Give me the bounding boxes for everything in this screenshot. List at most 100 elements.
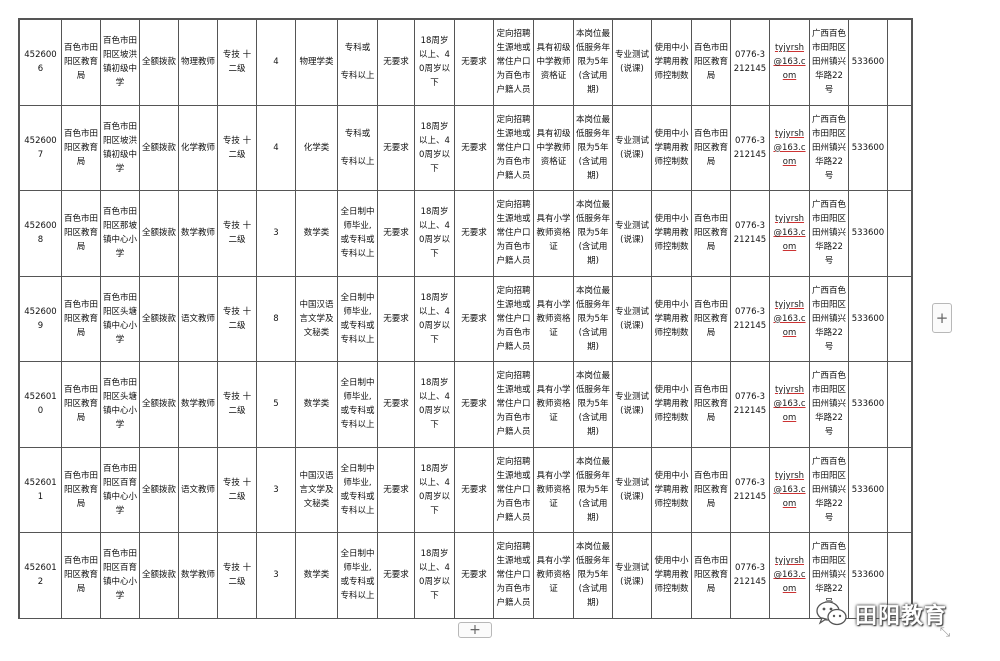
table-cell[interactable]: 中国汉语言文学及文秘类 — [295, 275, 338, 362]
table-cell[interactable]: 4526012 — [19, 532, 62, 619]
table-cell[interactable]: 0776-3212145 — [730, 361, 770, 448]
table-cell[interactable]: 无要求 — [454, 361, 494, 448]
table-cell[interactable]: 18周岁以上、40周岁以下 — [414, 532, 455, 619]
empty-cell[interactable] — [887, 190, 912, 277]
table-cell[interactable]: tyjyrsh@163.com — [769, 446, 810, 533]
table-cell[interactable]: 专业测试(说课) — [612, 104, 652, 191]
table-cell[interactable]: 具有小学教师资格证 — [533, 446, 574, 533]
table-cell[interactable]: 全额拨款 — [139, 361, 179, 448]
table-cell[interactable]: 具有小学教师资格证 — [533, 361, 574, 448]
table-cell[interactable]: 4526007 — [19, 104, 62, 191]
table-cell[interactable]: 专技 十二级 — [217, 446, 257, 533]
table-cell[interactable]: 数学类 — [295, 190, 338, 277]
table-cell[interactable]: 无要求 — [454, 190, 494, 277]
table-cell[interactable]: 专科或 专科以上 — [337, 104, 378, 191]
table-cell[interactable]: 定向招聘生源地或常住户口为百色市户籍人员 — [493, 104, 534, 191]
table-cell[interactable]: 专业测试(说课) — [612, 446, 652, 533]
table-cell[interactable]: 4 — [256, 104, 296, 191]
table-cell[interactable]: 语文教师 — [178, 275, 218, 362]
table-cell[interactable]: 无要求 — [454, 104, 494, 191]
table-cell[interactable]: 本岗位最低服务年限为5年(含试用期) — [573, 104, 613, 191]
add-column-button[interactable]: + — [932, 303, 952, 333]
table-cell[interactable]: 数学类 — [295, 532, 338, 619]
table-cell[interactable]: 物理教师 — [178, 19, 218, 106]
table-cell[interactable]: 全额拨款 — [139, 104, 179, 191]
table-cell[interactable]: 无要求 — [377, 19, 415, 106]
table-resize-handle[interactable]: ⤡ — [939, 624, 951, 640]
table-cell[interactable]: 专技 十二级 — [217, 361, 257, 448]
table-cell[interactable]: 0776-3212145 — [730, 190, 770, 277]
table-cell[interactable]: 533600 — [848, 532, 888, 619]
table-cell[interactable]: 数学教师 — [178, 361, 218, 448]
table-cell[interactable]: 广西百色市田阳区田州镇兴华路22号 — [809, 19, 849, 106]
table-cell[interactable]: 语文教师 — [178, 446, 218, 533]
table-cell[interactable]: 专技 十二级 — [217, 190, 257, 277]
table-cell[interactable]: tyjyrsh@163.com — [769, 190, 810, 277]
table-cell[interactable]: 本岗位最低服务年限为5年(含试用期) — [573, 19, 613, 106]
table-cell[interactable]: 使用中小学聘用教师控制数 — [651, 19, 692, 106]
table-cell[interactable]: 百色市田阳区教育局 — [61, 275, 101, 362]
table-cell[interactable]: 百色市田阳区教育局 — [691, 19, 731, 106]
table-cell[interactable]: 具有小学教师资格证 — [533, 190, 574, 277]
table-cell[interactable]: 18周岁以上、40周岁以下 — [414, 104, 455, 191]
table-cell[interactable]: 专科或 专科以上 — [337, 19, 378, 106]
table-cell[interactable]: 广西百色市田阳区田州镇兴华路22号 — [809, 361, 849, 448]
table-cell[interactable]: 全额拨款 — [139, 190, 179, 277]
table-cell[interactable]: 全额拨款 — [139, 275, 179, 362]
table-cell[interactable]: 具有小学教师资格证 — [533, 275, 574, 362]
table-cell[interactable]: 化学类 — [295, 104, 338, 191]
table-cell[interactable]: 百色市田阳区坡洪镇初级中学 — [100, 104, 140, 191]
empty-cell[interactable] — [887, 532, 912, 619]
table-cell[interactable]: 专技 十二级 — [217, 19, 257, 106]
table-cell[interactable]: 无要求 — [454, 275, 494, 362]
table-cell[interactable]: 全额拨款 — [139, 446, 179, 533]
table-cell[interactable]: 数学教师 — [178, 190, 218, 277]
table-cell[interactable]: 无要求 — [377, 361, 415, 448]
table-cell[interactable]: 使用中小学聘用教师控制数 — [651, 446, 692, 533]
table-cell[interactable]: 0776-3212145 — [730, 446, 770, 533]
table-cell[interactable]: 百色市田阳区百育镇中心小学 — [100, 446, 140, 533]
table-cell[interactable]: 百色市田阳区教育局 — [691, 532, 731, 619]
table-cell[interactable]: 专技 十二级 — [217, 104, 257, 191]
table-cell[interactable]: 5 — [256, 361, 296, 448]
empty-cell[interactable] — [887, 275, 912, 362]
table-cell[interactable]: 百色市田阳区教育局 — [61, 104, 101, 191]
table-cell[interactable]: 0776-3212145 — [730, 275, 770, 362]
table-cell[interactable]: 百色市田阳区教育局 — [61, 361, 101, 448]
table-cell[interactable]: 专业测试(说课) — [612, 190, 652, 277]
table-cell[interactable]: tyjyrsh@163.com — [769, 104, 810, 191]
table-cell[interactable]: 0776-3212145 — [730, 104, 770, 191]
table-cell[interactable]: 18周岁以上、40周岁以下 — [414, 19, 455, 106]
table-cell[interactable]: 使用中小学聘用教师控制数 — [651, 190, 692, 277]
table-cell[interactable]: 无要求 — [454, 532, 494, 619]
table-cell[interactable]: 物理学类 — [295, 19, 338, 106]
table-cell[interactable]: 533600 — [848, 275, 888, 362]
empty-cell[interactable] — [887, 104, 912, 191]
table-cell[interactable]: 无要求 — [377, 104, 415, 191]
table-cell[interactable]: tyjyrsh@163.com — [769, 19, 810, 106]
table-cell[interactable]: 使用中小学聘用教师控制数 — [651, 361, 692, 448]
table-cell[interactable]: 全日制中师毕业,或专科或专科以上 — [337, 532, 378, 619]
table-cell[interactable]: 中国汉语言文学及文秘类 — [295, 446, 338, 533]
table-cell[interactable]: 533600 — [848, 19, 888, 106]
table-cell[interactable]: 本岗位最低服务年限为5年(含试用期) — [573, 190, 613, 277]
empty-cell[interactable] — [887, 361, 912, 448]
table-cell[interactable]: 百色市田阳区教育局 — [691, 104, 731, 191]
table-cell[interactable]: 3 — [256, 446, 296, 533]
empty-cell[interactable] — [887, 446, 912, 533]
table-cell[interactable]: 广西百色市田阳区田州镇兴华路22号 — [809, 104, 849, 191]
table-cell[interactable]: 专技 十二级 — [217, 532, 257, 619]
table-cell[interactable]: 全额拨款 — [139, 19, 179, 106]
table-cell[interactable]: 使用中小学聘用教师控制数 — [651, 532, 692, 619]
table-cell[interactable]: 本岗位最低服务年限为5年(含试用期) — [573, 361, 613, 448]
table-cell[interactable]: 具有初级中学教师资格证 — [533, 19, 574, 106]
table-cell[interactable]: 具有初级中学教师资格证 — [533, 104, 574, 191]
table-cell[interactable]: 百色市田阳区坡洪镇初级中学 — [100, 19, 140, 106]
table-cell[interactable]: 定向招聘生源地或常住户口为百色市户籍人员 — [493, 190, 534, 277]
table-cell[interactable]: 18周岁以上、40周岁以下 — [414, 190, 455, 277]
table-cell[interactable]: 18周岁以上、40周岁以下 — [414, 275, 455, 362]
table-cell[interactable]: 广西百色市田阳区田州镇兴华路22号 — [809, 446, 849, 533]
table-cell[interactable]: 定向招聘生源地或常住户口为百色市户籍人员 — [493, 275, 534, 362]
table-cell[interactable]: 数学类 — [295, 361, 338, 448]
table-cell[interactable]: 无要求 — [377, 190, 415, 277]
